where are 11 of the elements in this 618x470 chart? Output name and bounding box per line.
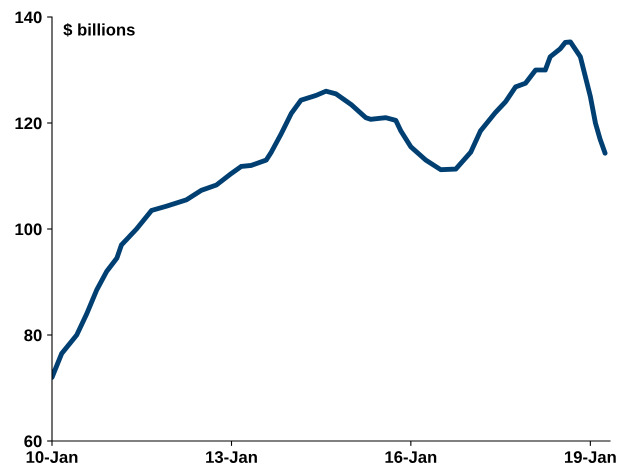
x-tick-label: 13-Jan xyxy=(206,451,257,463)
x-tick-label: 19-Jan xyxy=(564,451,616,463)
annotation: $ billions xyxy=(63,23,135,37)
y-tick-label: 140 xyxy=(16,11,42,24)
x-tick-label: 16-Jan xyxy=(385,451,436,463)
x-tick-label: 10-Jan xyxy=(26,451,78,463)
y-tick-label: 120 xyxy=(16,117,42,130)
line-series xyxy=(52,39,608,380)
y-tick-label: 80 xyxy=(24,329,42,342)
y-tick-label: 100 xyxy=(16,223,42,236)
y-tick-label: 60 xyxy=(24,435,42,448)
